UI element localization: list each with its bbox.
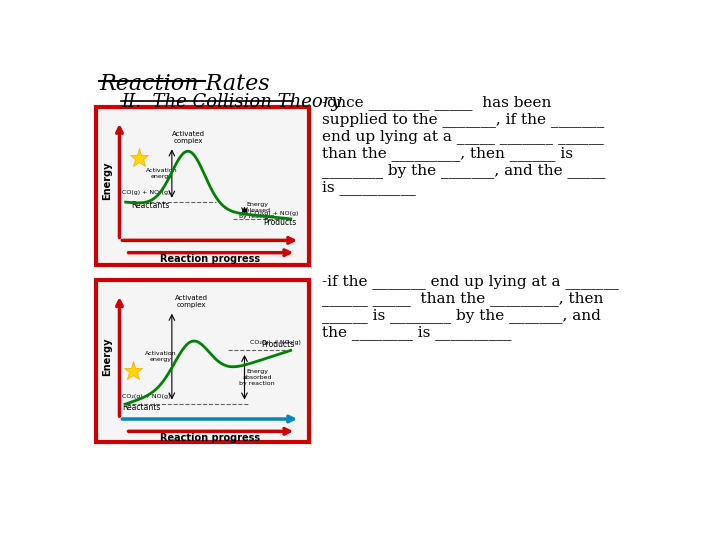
Text: end up lying at a _____ _______ ______: end up lying at a _____ _______ ______	[323, 130, 604, 144]
FancyBboxPatch shape	[96, 280, 310, 442]
Text: Energy
absorbed
by reaction: Energy absorbed by reaction	[239, 369, 275, 386]
Text: Reactants: Reactants	[122, 403, 160, 412]
Text: ________ by the _______, and the _____: ________ by the _______, and the _____	[323, 164, 606, 178]
Text: CO₂(g) + NO(g): CO₂(g) + NO(g)	[122, 394, 170, 399]
Text: than the _________, then ______ is: than the _________, then ______ is	[323, 146, 574, 161]
Text: -once ________ _____  has been: -once ________ _____ has been	[323, 96, 552, 111]
Text: CO₂(g) + NO(g): CO₂(g) + NO(g)	[251, 211, 299, 216]
Text: Reaction Rates: Reaction Rates	[99, 72, 270, 94]
Text: Reactants: Reactants	[131, 200, 169, 210]
Text: ______ _____  than the _________, then: ______ _____ than the _________, then	[323, 291, 604, 306]
Text: Activation
energy: Activation energy	[146, 168, 178, 179]
Text: Activated
complex: Activated complex	[175, 295, 208, 308]
Text: Energy
released
by reaction: Energy released by reaction	[239, 202, 275, 219]
Text: Reaction progress: Reaction progress	[160, 254, 260, 264]
Text: Energy: Energy	[102, 338, 112, 376]
Text: Reaction progress: Reaction progress	[160, 433, 260, 443]
Text: -if the _______ end up lying at a _______: -if the _______ end up lying at a ______…	[323, 274, 619, 289]
FancyBboxPatch shape	[96, 107, 310, 265]
Text: Activated
complex: Activated complex	[172, 131, 205, 144]
Text: is __________: is __________	[323, 180, 416, 195]
Text: Energy: Energy	[102, 161, 112, 200]
Text: supplied to the _______, if the _______: supplied to the _______, if the _______	[323, 112, 605, 127]
Text: Products: Products	[264, 218, 297, 227]
Text: CO₂(g) + NO₂(g): CO₂(g) + NO₂(g)	[251, 340, 301, 345]
Text: CO(g) + NO₂(g): CO(g) + NO₂(g)	[122, 191, 170, 195]
Text: II.  The Collision Theory: II. The Collision Theory	[121, 92, 341, 111]
Text: Activation
energy: Activation energy	[145, 351, 177, 362]
Text: Products: Products	[261, 340, 294, 349]
Text: the ________ is __________: the ________ is __________	[323, 325, 512, 340]
Text: ______ is ________ by the _______, and: ______ is ________ by the _______, and	[323, 308, 601, 323]
